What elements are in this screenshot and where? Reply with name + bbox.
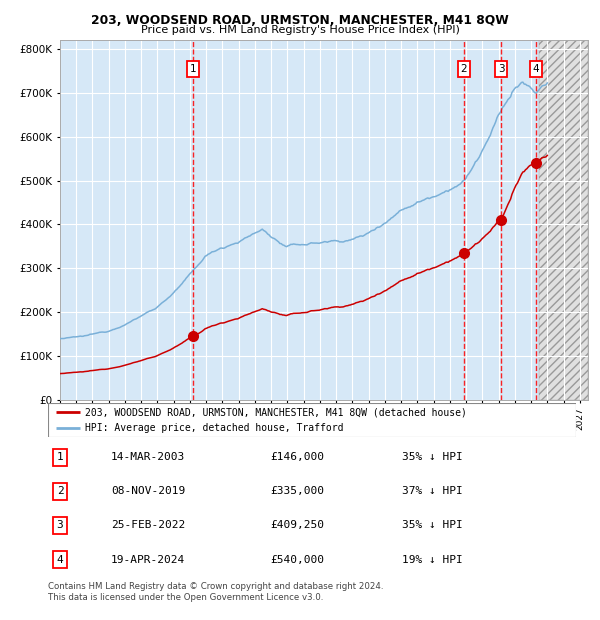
- Text: 14-MAR-2003: 14-MAR-2003: [111, 452, 185, 463]
- Text: 4: 4: [56, 554, 64, 565]
- Text: £146,000: £146,000: [270, 452, 324, 463]
- Text: 35% ↓ HPI: 35% ↓ HPI: [402, 520, 463, 531]
- Text: £540,000: £540,000: [270, 554, 324, 565]
- Text: 19% ↓ HPI: 19% ↓ HPI: [402, 554, 463, 565]
- Text: £409,250: £409,250: [270, 520, 324, 531]
- Text: 35% ↓ HPI: 35% ↓ HPI: [402, 452, 463, 463]
- Text: Price paid vs. HM Land Registry's House Price Index (HPI): Price paid vs. HM Land Registry's House …: [140, 25, 460, 35]
- Bar: [539, 40, 588, 400]
- Text: 3: 3: [498, 64, 505, 74]
- Text: 1: 1: [56, 452, 64, 463]
- Text: 1: 1: [190, 64, 196, 74]
- Text: Contains HM Land Registry data © Crown copyright and database right 2024.: Contains HM Land Registry data © Crown c…: [48, 582, 383, 591]
- Text: £335,000: £335,000: [270, 486, 324, 497]
- Bar: [539, 40, 588, 400]
- Text: 203, WOODSEND ROAD, URMSTON, MANCHESTER, M41 8QW: 203, WOODSEND ROAD, URMSTON, MANCHESTER,…: [91, 14, 509, 27]
- Text: 25-FEB-2022: 25-FEB-2022: [111, 520, 185, 531]
- Text: 2: 2: [56, 486, 64, 497]
- Text: 3: 3: [56, 520, 64, 531]
- Text: 203, WOODSEND ROAD, URMSTON, MANCHESTER, M41 8QW (detached house): 203, WOODSEND ROAD, URMSTON, MANCHESTER,…: [85, 407, 467, 417]
- Text: 19-APR-2024: 19-APR-2024: [111, 554, 185, 565]
- Text: 08-NOV-2019: 08-NOV-2019: [111, 486, 185, 497]
- Text: 37% ↓ HPI: 37% ↓ HPI: [402, 486, 463, 497]
- Text: 2: 2: [460, 64, 467, 74]
- Text: This data is licensed under the Open Government Licence v3.0.: This data is licensed under the Open Gov…: [48, 593, 323, 602]
- Text: 4: 4: [533, 64, 539, 74]
- Text: HPI: Average price, detached house, Trafford: HPI: Average price, detached house, Traf…: [85, 423, 343, 433]
